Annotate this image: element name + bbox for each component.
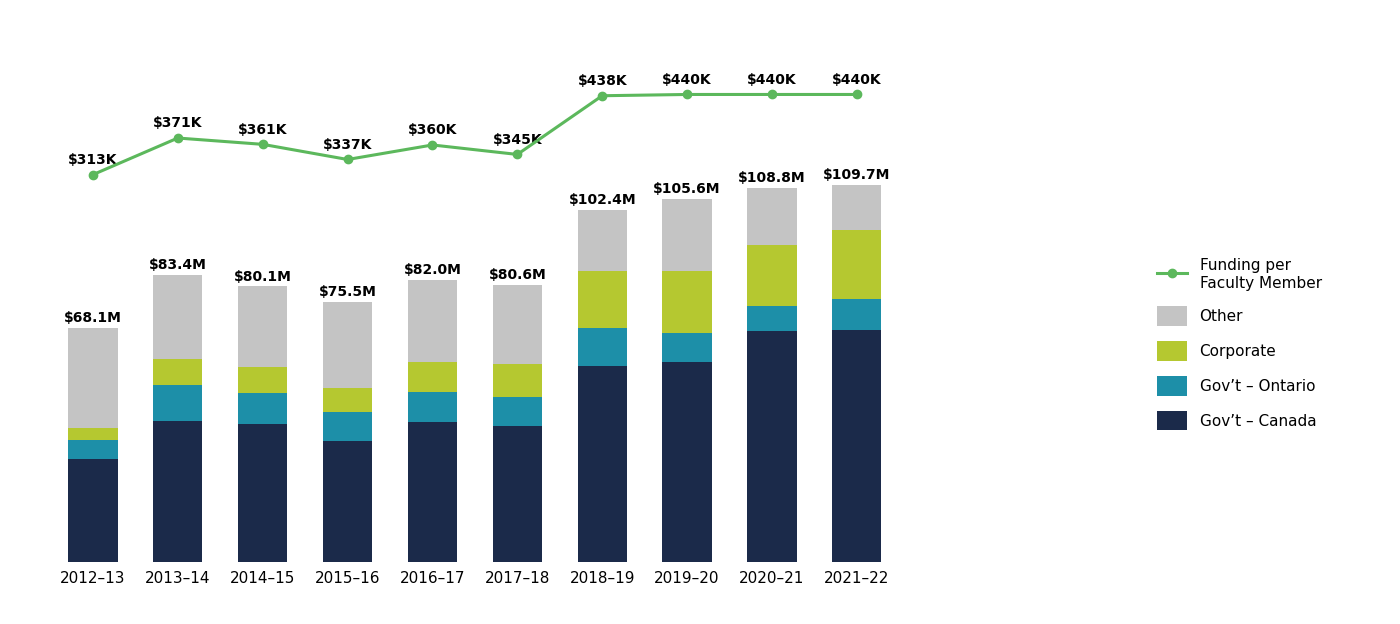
Text: $108.8M: $108.8M bbox=[738, 171, 806, 185]
Bar bbox=[832, 299, 882, 329]
Text: $80.6M: $80.6M bbox=[489, 268, 546, 282]
Legend: Funding per
Faculty Member, Other, Corporate, Gov’t – Ontario, Gov’t – Canada: Funding per Faculty Member, Other, Corpo… bbox=[1149, 251, 1330, 438]
Bar bbox=[238, 393, 287, 424]
Bar bbox=[493, 426, 542, 562]
Bar bbox=[69, 459, 118, 562]
Bar bbox=[748, 188, 797, 245]
Text: $313K: $313K bbox=[69, 153, 118, 167]
Text: $371K: $371K bbox=[153, 117, 203, 130]
Bar bbox=[578, 210, 627, 271]
Bar bbox=[69, 440, 118, 459]
Text: $109.7M: $109.7M bbox=[823, 168, 890, 182]
Bar bbox=[578, 328, 627, 366]
Bar bbox=[323, 412, 372, 441]
Text: $361K: $361K bbox=[238, 123, 287, 137]
Bar bbox=[153, 359, 203, 384]
Text: $440K: $440K bbox=[662, 73, 713, 87]
Text: $345K: $345K bbox=[493, 133, 542, 147]
Bar bbox=[748, 245, 797, 306]
Bar bbox=[153, 384, 203, 421]
Text: $82.0M: $82.0M bbox=[403, 263, 462, 277]
Text: $337K: $337K bbox=[323, 138, 372, 152]
Bar bbox=[832, 185, 882, 230]
Text: $102.4M: $102.4M bbox=[568, 193, 636, 207]
Text: $68.1M: $68.1M bbox=[64, 311, 122, 325]
Text: $83.4M: $83.4M bbox=[148, 258, 207, 272]
Bar bbox=[493, 397, 542, 426]
Text: $80.1M: $80.1M bbox=[234, 270, 291, 284]
Text: $438K: $438K bbox=[577, 74, 627, 88]
Bar bbox=[238, 368, 287, 393]
Bar bbox=[662, 271, 711, 333]
Bar bbox=[407, 391, 456, 422]
Text: $440K: $440K bbox=[832, 73, 882, 87]
Text: $75.5M: $75.5M bbox=[319, 285, 377, 300]
Bar bbox=[832, 329, 882, 562]
Bar bbox=[493, 285, 542, 364]
Bar bbox=[323, 302, 372, 388]
Text: $105.6M: $105.6M bbox=[654, 182, 721, 196]
Bar bbox=[238, 424, 287, 562]
Bar bbox=[578, 271, 627, 328]
Bar bbox=[832, 230, 882, 299]
Bar bbox=[323, 388, 372, 412]
Bar bbox=[69, 328, 118, 427]
Bar bbox=[407, 363, 456, 391]
Bar bbox=[662, 363, 711, 562]
Bar bbox=[493, 364, 542, 397]
Bar bbox=[323, 441, 372, 562]
Bar bbox=[578, 366, 627, 562]
Bar bbox=[407, 280, 456, 363]
Bar bbox=[238, 286, 287, 368]
Bar bbox=[748, 306, 797, 331]
Bar bbox=[407, 422, 456, 562]
Bar bbox=[69, 427, 118, 440]
Bar bbox=[748, 331, 797, 562]
Text: $440K: $440K bbox=[748, 73, 797, 87]
Bar bbox=[662, 333, 711, 363]
Bar bbox=[662, 199, 711, 271]
Bar bbox=[153, 421, 203, 562]
Bar bbox=[153, 275, 203, 359]
Text: $360K: $360K bbox=[407, 124, 458, 137]
